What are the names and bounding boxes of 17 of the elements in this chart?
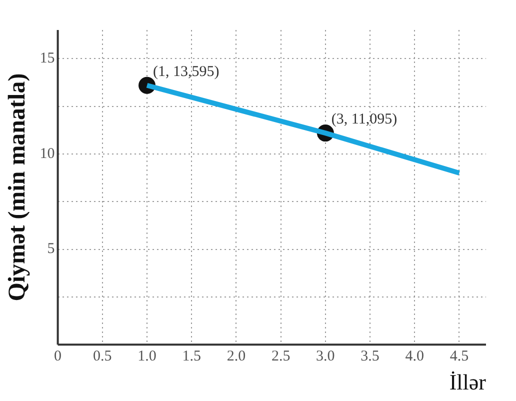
x-tick-label: 4.0 [405, 348, 424, 365]
x-tick-label: 2.5 [271, 348, 290, 365]
y-axis-title: Qiymət (min manatla) [4, 73, 31, 302]
x-tick-label: 0 [54, 348, 62, 365]
x-tick-label: 0.5 [93, 348, 112, 365]
x-tick-label: 4.5 [450, 348, 469, 365]
y-tick-label: 5 [47, 241, 55, 258]
annotation: (1, 13,595) [153, 64, 220, 80]
annotation: (3, 11,095) [331, 111, 398, 128]
x-tick-label: 1.5 [182, 348, 201, 365]
y-tick-label: 15 [40, 50, 55, 67]
y-tick-label: 10 [40, 146, 55, 162]
x-tick-label: 3.0 [316, 348, 335, 365]
x-tick-label: 3.5 [360, 348, 380, 365]
x-tick-label: 2.0 [226, 348, 246, 365]
x-axis-title: İllər [449, 370, 487, 395]
x-tick-label: 1.0 [138, 348, 156, 365]
